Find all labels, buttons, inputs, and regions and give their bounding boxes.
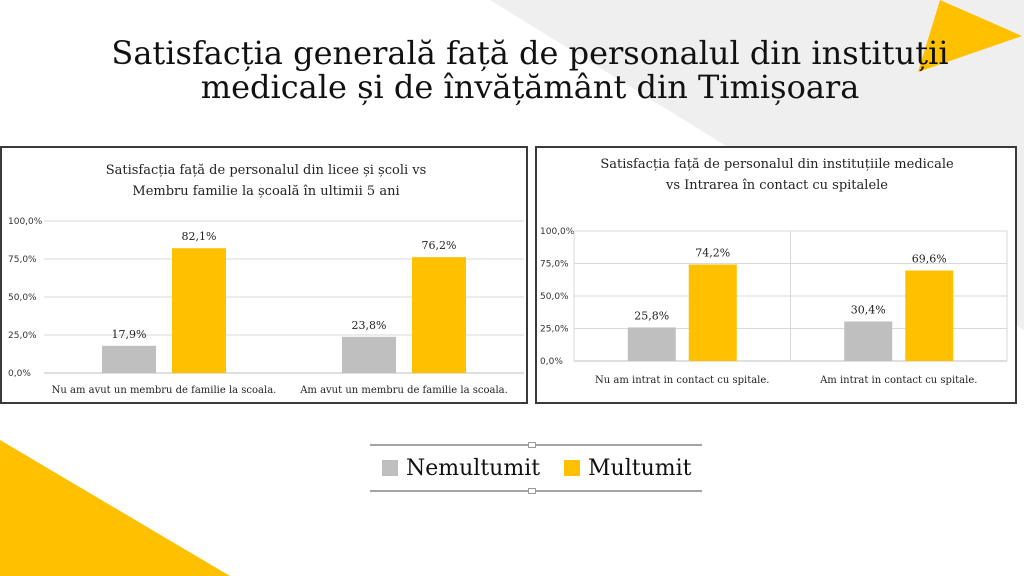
category-label: Am avut un membru de familie la scoala. xyxy=(299,385,508,396)
bar-nemultumit xyxy=(627,327,676,361)
page-title-line-2: medicale și de învățământ din Timișoara xyxy=(200,68,860,106)
legend-bottom-handle xyxy=(528,488,536,494)
category-label: Nu am intrat in contact cu spitale. xyxy=(595,375,769,386)
bar-multumit xyxy=(412,257,466,373)
chart-svg: Satisfacția față de personalul din insti… xyxy=(540,157,1008,386)
legend-label-multumit: Multumit xyxy=(588,455,692,481)
page-title-line-1: Satisfacția generală față de personalul … xyxy=(111,34,949,72)
data-label: 23,8% xyxy=(352,319,387,332)
category-label: Nu am avut un membru de familie la scoal… xyxy=(52,385,277,396)
chart-title-line-1: Satisfacția față de personalul din licee… xyxy=(106,163,427,178)
data-label: 25,8% xyxy=(634,309,669,322)
legend-item-multumit: Multumit xyxy=(564,453,691,483)
data-label: 17,9% xyxy=(112,328,147,341)
y-tick-label: 75,0% xyxy=(540,260,569,270)
chart-title-line-1: Satisfacția față de personalul din insti… xyxy=(600,157,954,172)
bottom-left-yellow-triangle xyxy=(0,440,230,576)
chart-school-satisfaction: Satisfacția față de personalul din licee… xyxy=(0,146,528,404)
bar-multumit xyxy=(688,264,737,361)
y-tick-label: 100,0% xyxy=(8,217,43,227)
top-right-yellow-triangle xyxy=(918,0,1022,72)
legend-top-handle xyxy=(528,442,536,448)
y-tick-label: 50,0% xyxy=(540,292,569,302)
y-tick-label: 25,0% xyxy=(540,325,569,335)
chart-title-line-2: vs Intrarea în contact cu spitalele xyxy=(665,178,888,193)
data-label: 74,2% xyxy=(695,247,730,260)
bar-nemultumit xyxy=(102,345,156,373)
y-tick-label: 0,0% xyxy=(540,357,563,367)
legend-swatch-multumit xyxy=(564,460,580,476)
category-label: Am intrat in contact cu spitale. xyxy=(819,375,977,386)
y-tick-label: 75,0% xyxy=(8,255,37,265)
bar-nemultumit xyxy=(844,321,893,361)
page-title: Satisfacția generală față de personalul … xyxy=(100,36,960,104)
legend-swatch-nemultumit xyxy=(382,460,398,476)
bar-multumit xyxy=(905,270,954,361)
data-label: 76,2% xyxy=(422,239,457,252)
bar-multumit xyxy=(172,248,226,373)
chart-svg: Satisfacția față de personalul din licee… xyxy=(8,163,524,396)
legend-label-nemultumit: Nemultumit xyxy=(406,455,541,481)
data-label: 30,4% xyxy=(851,303,886,316)
y-tick-label: 100,0% xyxy=(540,227,575,237)
y-tick-label: 0,0% xyxy=(8,369,31,379)
chart-medical-satisfaction: Satisfacția față de personalul din insti… xyxy=(535,146,1017,404)
legend-item-nemultumit: Nemultumit xyxy=(382,453,540,483)
chart-legend: Nemultumit Multumit xyxy=(370,442,702,494)
y-tick-label: 50,0% xyxy=(8,293,37,303)
chart-title-line-2: Membru familie la școală în ultimii 5 an… xyxy=(132,184,399,199)
bar-nemultumit xyxy=(342,336,396,373)
data-label: 82,1% xyxy=(182,230,217,243)
y-tick-label: 25,0% xyxy=(8,331,37,341)
data-label: 69,6% xyxy=(912,253,947,266)
